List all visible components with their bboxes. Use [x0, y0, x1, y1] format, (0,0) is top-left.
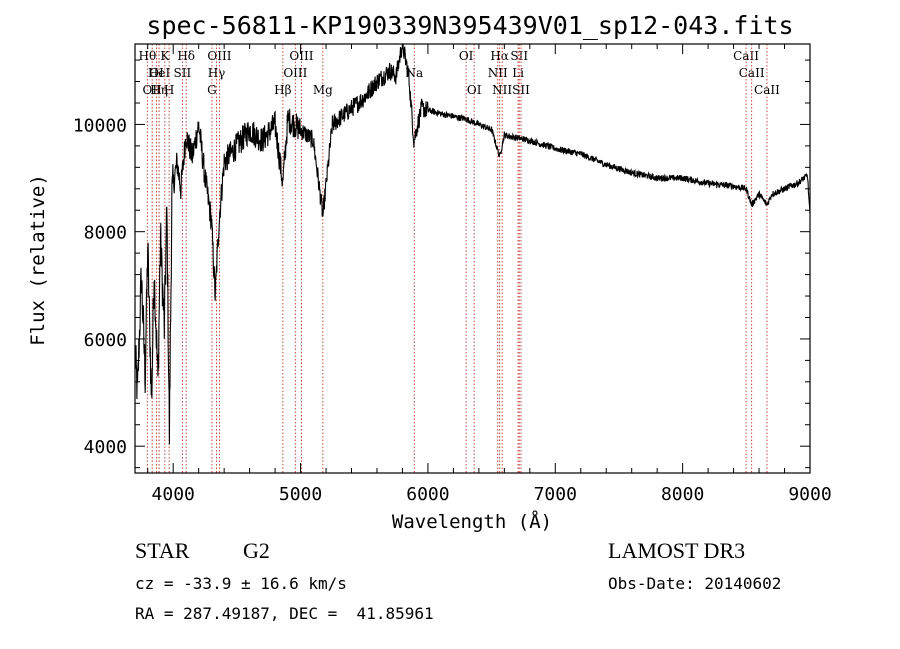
spectral-line-label: Hβ: [274, 83, 291, 97]
spectral-line-label: Hγ: [208, 66, 226, 80]
spectral-line-label: OI: [459, 49, 474, 63]
spectral-line-label: G: [207, 83, 217, 97]
spectral-line-label: HeI: [148, 66, 171, 80]
spectral-line-label: K: [160, 49, 170, 63]
ra-dec: RA = 287.49187, DEC = 41.85961: [135, 604, 434, 623]
spectral-line-label: Li: [512, 66, 524, 80]
spectral-line-label: SII: [510, 49, 528, 63]
x-tick-label: 9000: [788, 484, 831, 505]
spectral-line-label: SII: [174, 66, 192, 80]
x-tick-label: 7000: [534, 484, 577, 505]
y-tick-label: 6000: [84, 330, 127, 351]
object-subclass: G2: [243, 538, 270, 563]
y-tick-label: 10000: [73, 115, 127, 136]
y-tick-label: 8000: [84, 223, 127, 244]
y-axis-label: Flux (relative): [27, 174, 49, 346]
axis-ticks: 4000 5000 6000 7000 8000 9000 4000 6000 8000 1000…: [73, 44, 832, 505]
spectral-line-label: CaII: [754, 83, 780, 97]
object-class: STAR: [135, 538, 190, 563]
spectral-line-label: NII: [488, 66, 508, 80]
spectral-line-label: OII: [143, 83, 163, 97]
survey-name: LAMOST DR3: [608, 538, 746, 563]
spectral-line-label: Hα: [490, 49, 509, 63]
spectral-line-label: SII: [512, 83, 530, 97]
x-tick-label: 8000: [661, 484, 704, 505]
observation-date: Obs-Date: 20140602: [608, 574, 782, 593]
x-tick-label: 6000: [406, 484, 449, 505]
x-tick-label: 4000: [152, 484, 195, 505]
x-tick-label: 5000: [279, 484, 322, 505]
y-tick-label: 4000: [84, 437, 127, 458]
x-axis-label: Wavelength (Å): [392, 510, 552, 533]
plot-frame: [134, 43, 811, 474]
spectral-line-label: Mg: [313, 83, 333, 97]
spectral-line-label: Na: [405, 66, 423, 80]
spectral-line-label: OI: [467, 83, 482, 97]
spectral-line-label: OIII: [207, 49, 231, 63]
spectral-lines-layer: HθOIIOIHηHeIKHSIIHδGHγOIIIHβOIIIOIIIMgNa…: [139, 44, 780, 473]
spectral-line-label: OI: [149, 66, 164, 80]
spectrum-line: [134, 43, 811, 445]
redshift-value: cz = -33.9 ± 16.6 km/s: [135, 574, 347, 593]
spectral-line-label: CaII: [733, 49, 759, 63]
chart-title: spec-56811-KP190339N395439V01_sp12-043.f…: [146, 11, 793, 40]
spectral-line-label: H: [164, 83, 174, 97]
spectral-line-label: NII: [492, 83, 512, 97]
spectral-line-label: Hθ: [139, 49, 157, 63]
spectral-line-label: Hδ: [177, 49, 195, 63]
spectral-line-label: OIII: [289, 49, 313, 63]
spectral-line-label: CaII: [739, 66, 765, 80]
spectral-line-label: OIII: [283, 66, 307, 80]
